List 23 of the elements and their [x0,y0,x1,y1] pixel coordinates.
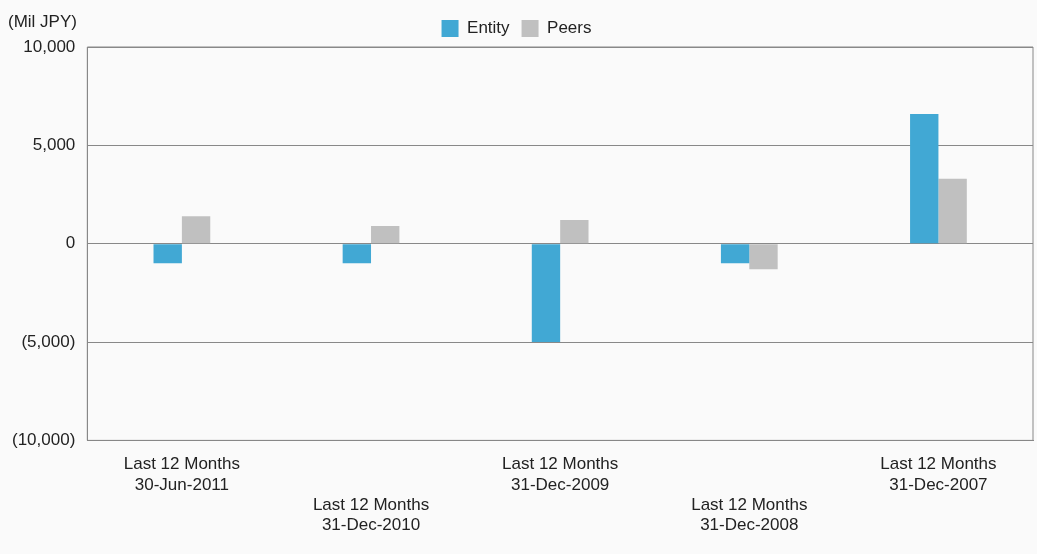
bar [342,244,372,264]
bar [153,244,182,264]
y-tick-label: (5,000) [21,331,76,351]
y-tick-label: (10,000) [11,430,76,450]
bar [749,244,778,270]
y-tick-label: 5,000 [32,135,76,155]
bar [371,226,400,244]
x-tick-label: Last 12 Months 31-Dec-2008 [691,495,808,535]
x-tick-label: Last 12 Months 31-Dec-2010 [312,495,430,535]
bar [720,244,750,264]
bar [910,113,939,244]
bar [938,178,967,244]
x-tick-label: Last 12 Months 31-Dec-2009 [502,454,619,494]
y-tick-label: 10,000 [23,36,76,56]
bar [560,220,589,244]
x-tick-label: Last 12 Months 31-Dec-2007 [880,454,997,494]
x-tick-label: Last 12 Months 30-Jun-2011 [123,454,241,494]
legend-label: Peers [547,18,592,38]
bar [531,244,561,343]
y-tick-label: 0 [65,233,76,253]
y-axis-title: (Mil JPY) [8,12,77,32]
bar [181,216,211,244]
legend-label: Entity [467,18,511,38]
